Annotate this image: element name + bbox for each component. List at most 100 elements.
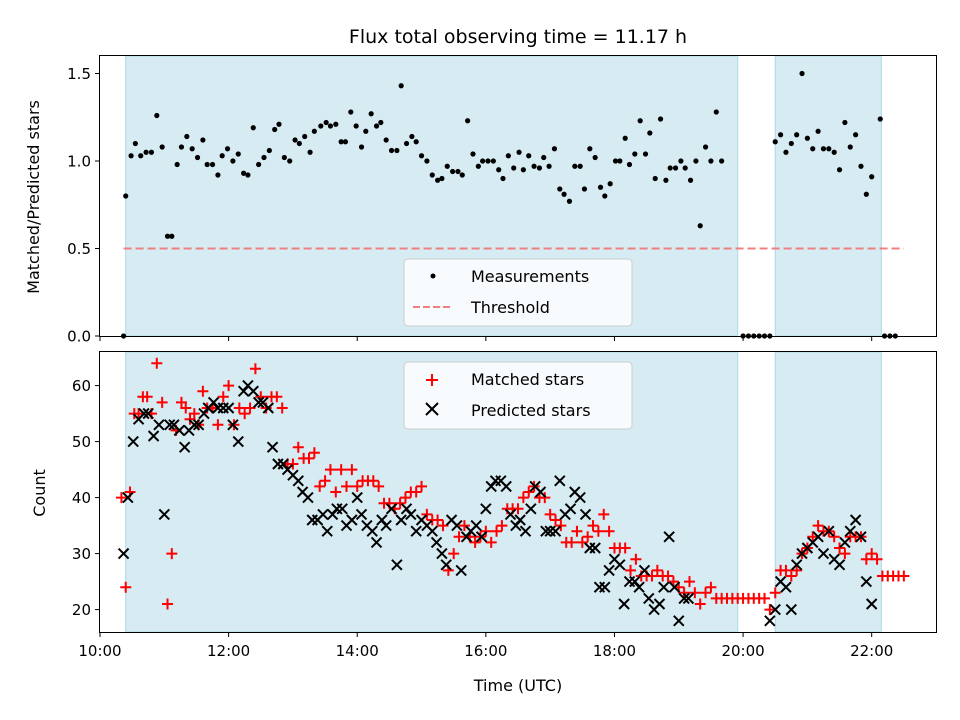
predicted-stars-point (668, 581, 681, 593)
predicted-stars-point (839, 536, 851, 549)
matched-stars-point (314, 480, 326, 492)
predicted-stars-point (395, 514, 407, 526)
matched-stars-point (432, 514, 444, 526)
measurements-point (358, 144, 365, 150)
matched-stars-point (812, 520, 824, 532)
measurements-point (804, 135, 810, 141)
bottom-legend-box (403, 361, 633, 430)
measurements-point (159, 144, 165, 150)
predicted-stars-point (855, 531, 867, 543)
measurements-point (531, 163, 537, 169)
predicted-stars-point (574, 491, 586, 504)
predicted-stars-point (127, 435, 139, 448)
measurements-point (272, 126, 278, 133)
matched-stars-point (239, 408, 251, 420)
matched-stars-point (141, 391, 153, 403)
measurements-point (642, 151, 649, 157)
bottom-ytick-label: 30 (72, 545, 91, 563)
predicted-stars-point (336, 503, 348, 515)
measurements-point (853, 132, 859, 138)
measurements-point (647, 130, 653, 136)
figure-title: Flux total observing time = 11.17 h (349, 26, 687, 48)
matched-stars-point (571, 525, 583, 537)
measurements-point (657, 116, 664, 122)
bottom-xtick-label: 16:00 (464, 642, 507, 660)
measurements-point (561, 191, 567, 197)
top-points (120, 70, 898, 339)
measurements-point (204, 161, 210, 168)
bottom-ylabel: Count (30, 469, 49, 517)
predicted-stars-point (222, 402, 235, 414)
matched-stars-point (303, 452, 315, 464)
matched-stars-point (244, 402, 256, 414)
predicted-stars-point (599, 581, 611, 593)
matched-stars-point (308, 447, 320, 459)
matched-stars-point (834, 542, 846, 554)
matched-stars-point (523, 486, 535, 498)
matched-stars-point (898, 570, 910, 582)
matched-stars-point (555, 520, 567, 532)
measurements-point (209, 161, 216, 168)
measurements-point (353, 123, 359, 129)
measurements-point (383, 137, 389, 143)
bottom-ytick-label: 50 (72, 433, 91, 451)
bottom-axes-frame (99, 351, 937, 633)
matched-stars-point (780, 564, 792, 576)
measurements-point (612, 158, 619, 164)
measurements-point (794, 132, 800, 138)
predicted-stars-point (500, 480, 512, 493)
predicted-stars-point (232, 435, 244, 448)
measurements-point (413, 139, 419, 145)
predicted-stars-point (480, 503, 492, 515)
measurements-point (863, 191, 869, 197)
matched-stars-point (491, 525, 503, 537)
predicted-stars-point (525, 503, 537, 515)
measurements-point (831, 149, 837, 155)
measurements-point (439, 175, 445, 182)
matched-stars-point (156, 396, 168, 408)
matched-stars-point (133, 408, 145, 420)
predicted-stars-point (163, 419, 176, 431)
measurements-point (398, 83, 404, 89)
predicted-stars-point (817, 547, 830, 560)
predicted-stars-point (370, 536, 383, 549)
measurements-point (877, 116, 883, 122)
measurements-point (424, 158, 430, 164)
matched-stars-point (496, 520, 508, 532)
measurements-point (581, 186, 588, 192)
predicted-stars-point (317, 508, 329, 521)
matched-stars-point (249, 363, 261, 375)
predicted-stars-point (663, 531, 675, 543)
predicted-stars-point (355, 508, 368, 521)
matched-stars-point (646, 570, 658, 582)
matched-stars-point (458, 520, 470, 532)
predicted-stars-point (292, 475, 304, 487)
measurements-point (713, 109, 719, 115)
matched-stars-point (330, 486, 342, 498)
matched-stars-point (694, 598, 706, 610)
matched-stars-point (683, 576, 695, 588)
top-ylabel: Matched/Predicted stars (24, 100, 43, 294)
measurements-point (224, 146, 231, 152)
predicted-stars-point (385, 503, 398, 515)
matched-legend-label: Matched stars (471, 370, 584, 389)
matched-stars-point (416, 480, 428, 492)
measurements-point (418, 153, 425, 159)
bottom-xtick-label: 22:00 (850, 642, 893, 660)
measurements-point (465, 118, 471, 124)
measurements-point (788, 140, 794, 147)
matched-stars-point (759, 592, 771, 604)
measurements-point (455, 168, 461, 175)
measurements-point (318, 123, 324, 129)
measurements-point (693, 158, 699, 164)
top-panel: 0.0 0.5 1.0 1.5 Matched/Predicted stars Mea… (24, 55, 937, 346)
measurements-point (307, 149, 313, 155)
measurements-point (663, 177, 669, 183)
matched-stars-point (151, 357, 163, 369)
matched-stars-point (120, 581, 132, 593)
predicted-stars-point (638, 564, 651, 577)
predicted-stars-point (780, 581, 792, 593)
measurements-point (587, 146, 593, 152)
measurements-point (296, 140, 302, 147)
